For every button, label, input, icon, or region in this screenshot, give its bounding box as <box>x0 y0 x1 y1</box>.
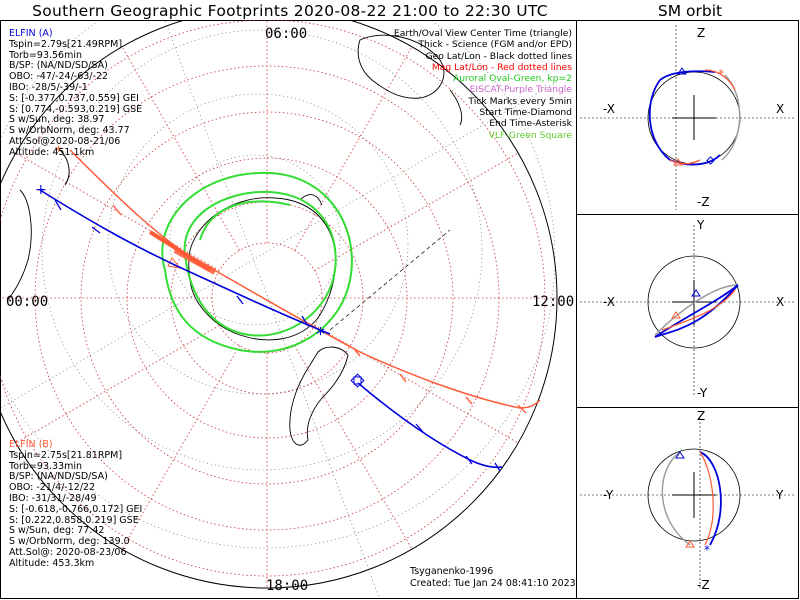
orbit-panel-yz: * <box>580 418 796 590</box>
legend-item: Earth/Oval View Center Time (triangle) <box>393 28 572 39</box>
elfin-a-line: S w/OrbNorm, deg: 43.77 <box>9 125 130 137</box>
elfin-a-ticks <box>54 199 501 472</box>
elfin-b-end-asterisk: * <box>55 144 62 160</box>
model-name: Tsyganenko-1996 <box>410 566 494 577</box>
orbit-panel-frame-2 <box>576 214 799 408</box>
elfin-b-line: OBO: -21/4/-12/22 <box>9 482 96 494</box>
p2-left-label: -X <box>603 295 615 309</box>
p2-bottom-label: -Y <box>697 386 708 400</box>
elfin-b-line: S: [-0.618,-0.766,0.172] GEI <box>9 503 143 515</box>
view-center-line <box>329 229 451 331</box>
p3-right-label: Y <box>775 488 784 502</box>
orbit-panel-xz-1: * <box>580 25 796 210</box>
elfin-a-title: ELFIN (A) <box>9 28 53 39</box>
elfin-b-line: S w/OrbNorm, deg: 139.0 <box>9 536 130 548</box>
created-timestamp: Created: Tue Jan 24 08:41:10 2023 <box>410 578 576 589</box>
p1-asterisk-b: * <box>718 67 724 81</box>
p2-right-label: X <box>776 295 784 309</box>
p3-top-label: Z <box>697 409 705 423</box>
time-label-right: 12:00 <box>532 294 574 310</box>
elfin-b-line: B/SP: (NA/ND/SD/SA) <box>9 471 108 483</box>
elfin-a-line: S w/Sun, deg: 38.97 <box>9 114 105 126</box>
elfin-b-track <box>69 149 541 409</box>
orbit-panel-frame-3 <box>576 407 799 599</box>
legend-item: Auroral Oval-Green, kp=2 <box>452 73 572 85</box>
orbit-panel-xy <box>580 225 796 395</box>
p1-bottom-label: -Z <box>697 195 710 209</box>
legend: Earth/Oval View Center Time (triangle) Th… <box>394 28 572 141</box>
p1-left-label: -X <box>603 102 615 116</box>
elfin-b-line: Torb=93.33min <box>9 460 83 472</box>
elfin-a-line: Altitude: 451.1km <box>9 146 95 158</box>
elfin-b-info: ELFIN (B) Tspin=2.75s[21.81RPM] Torb=93.… <box>9 439 143 570</box>
elfin-a-end-asterisk: + <box>35 182 47 198</box>
elfin-a-track-1 <box>39 189 331 335</box>
elfin-b-ticks <box>112 204 473 405</box>
legend-item: Start Time-Diamond <box>479 107 572 119</box>
elfin-b-line: Att.Sol@: 2020-08-23/06 <box>9 546 127 558</box>
legend-item: Mag Lat/Lon - Red dotted lines <box>431 61 572 73</box>
globe-limb <box>0 20 558 589</box>
legend-item: EISCAT-Purple Triangle <box>469 84 572 96</box>
elfin-b-line: S: [0.222,0.858,0.219] GSE <box>9 514 139 526</box>
elfin-b-line: Altitude: 453.3km <box>9 557 95 569</box>
elfin-a-line: S: [-0.377,0.737,0.559] GEI <box>9 92 139 104</box>
elfin-a-line: OBO: -47/-24/-63/-22 <box>9 71 109 83</box>
elfin-a-line: B/SP: (NA/ND/SD/SA) <box>9 60 108 72</box>
svg-text:*: * <box>704 543 710 557</box>
orbit-title: SM orbit <box>657 2 723 20</box>
elfin-a-track-2 <box>357 382 503 469</box>
legend-item: Geo Lat/Lon - Black dotted lines <box>425 50 572 62</box>
elfin-a-line: S: [0.774,-0.593,0.219] GSE <box>9 103 143 115</box>
legend-item: Tick Marks every 5min <box>468 95 572 107</box>
p3-left-label: -Y <box>603 488 614 502</box>
elfin-b-line: Tspin=2.75s[21.81RPM] <box>9 449 123 461</box>
p2-top-label: Y <box>696 218 705 232</box>
elfin-b-start-tick <box>517 404 527 414</box>
elfin-a-line: IBO: -28/5/-39/-1 <box>9 81 88 93</box>
elfin-a-start-diamond <box>350 373 365 388</box>
auroral-oval <box>161 171 353 353</box>
elfin-b-line: S w/Sun, deg: 77.42 <box>9 525 105 537</box>
elfin-a-line: Torb=93.56min <box>9 49 83 61</box>
polar-map: * + * <box>0 20 561 598</box>
p1-top-label: Z <box>697 26 705 40</box>
elfin-a-start-box <box>353 376 362 385</box>
geo-grid <box>0 20 561 598</box>
p3-bottom-label: -Z <box>697 578 710 592</box>
elfin-a-line: Att.Sol@2020-08-21/06 <box>9 135 121 147</box>
elfin-a-line: Tspin=2.79s[21.49RPM] <box>9 38 123 50</box>
time-label-top: 06:00 <box>265 26 307 42</box>
elfin-b-line: IBO: -31/31/-28/49 <box>9 492 97 504</box>
time-label-left: 00:00 <box>6 294 48 310</box>
elfin-b-science-thick <box>173 247 217 275</box>
elfin-a-info: ELFIN (A) Tspin=2.79s[21.49RPM] Torb=93.… <box>9 28 143 159</box>
legend-item: VLF-Green Square <box>488 129 572 141</box>
legend-item: Thick - Science (FGM and/or EPD) <box>418 39 572 51</box>
time-label-bottom: 18:00 <box>266 578 308 594</box>
elfin-b-title: ELFIN (B) <box>9 439 53 450</box>
elfin-a-center-asterisk: * <box>316 324 325 345</box>
plot-title: Southern Geographic Footprints 2020-08-2… <box>32 2 548 20</box>
p1-right-label: X <box>776 102 784 116</box>
legend-item: End Time-Asterisk <box>489 118 572 130</box>
